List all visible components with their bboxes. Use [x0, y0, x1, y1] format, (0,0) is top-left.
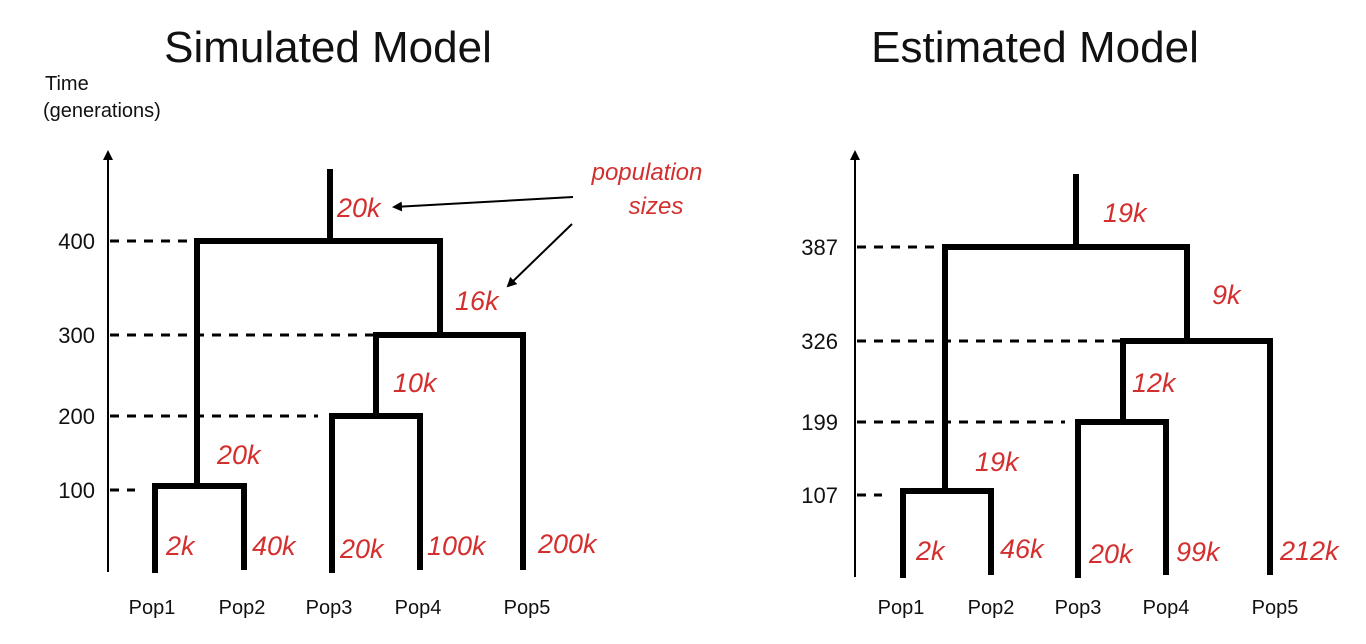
- tick-label: 400: [58, 229, 95, 254]
- size-label-pop2: 40k: [252, 531, 297, 561]
- size-label-ancestral-12: 20k: [216, 440, 262, 470]
- size-label-ancestral-34: 12k: [1132, 368, 1177, 398]
- population-label: Pop3: [306, 597, 353, 619]
- size-label-root: 19k: [1103, 198, 1148, 228]
- panel-title: Simulated Model: [164, 23, 492, 72]
- population-label: Pop2: [219, 597, 266, 619]
- tick-label: 199: [801, 410, 838, 435]
- population-label: Pop1: [129, 597, 176, 619]
- size-label-pop4: 99k: [1176, 537, 1221, 567]
- size-label-pop5: 200k: [537, 529, 598, 559]
- tick-label: 387: [801, 235, 838, 260]
- size-label-ancestral-345: 9k: [1212, 280, 1242, 310]
- axis-label-time: Time: [45, 73, 89, 95]
- annotation-arrow: [506, 223, 573, 288]
- annotation-arrow: [392, 196, 574, 212]
- annotation-text: population: [591, 159, 703, 186]
- size-label-root: 20k: [336, 193, 382, 223]
- size-label-ancestral-345: 16k: [455, 286, 500, 316]
- estimated-model-panel: Estimated Model 387 326 199 107 19k 9k 1…: [801, 23, 1340, 619]
- size-label-ancestral-34: 10k: [393, 368, 438, 398]
- population-label: Pop2: [968, 597, 1015, 619]
- tick-label: 107: [801, 483, 838, 508]
- size-label-pop3: 20k: [339, 534, 385, 564]
- size-label-pop5: 212k: [1279, 536, 1340, 566]
- size-label-pop3: 20k: [1088, 539, 1134, 569]
- population-label: Pop3: [1055, 597, 1102, 619]
- tick-label: 326: [801, 329, 838, 354]
- population-label: Pop1: [878, 597, 925, 619]
- population-label: Pop4: [1143, 597, 1190, 619]
- tick-label: 300: [58, 323, 95, 348]
- size-label-pop4: 100k: [427, 531, 487, 561]
- axis-label-generations: (generations): [43, 100, 161, 122]
- annotation-text: sizes: [629, 193, 684, 220]
- size-label-ancestral-12: 19k: [975, 447, 1020, 477]
- size-label-pop1: 2k: [915, 536, 946, 566]
- tick-label: 200: [58, 404, 95, 429]
- population-label: Pop5: [504, 597, 551, 619]
- panel-title: Estimated Model: [871, 23, 1199, 72]
- tick-label: 100: [58, 478, 95, 503]
- simulated-model-panel: Simulated Model Time (generations) 400 3…: [43, 23, 702, 619]
- population-label: Pop5: [1252, 597, 1299, 619]
- population-label: Pop4: [395, 597, 442, 619]
- size-label-pop1: 2k: [165, 531, 196, 561]
- size-label-pop2: 46k: [1000, 534, 1045, 564]
